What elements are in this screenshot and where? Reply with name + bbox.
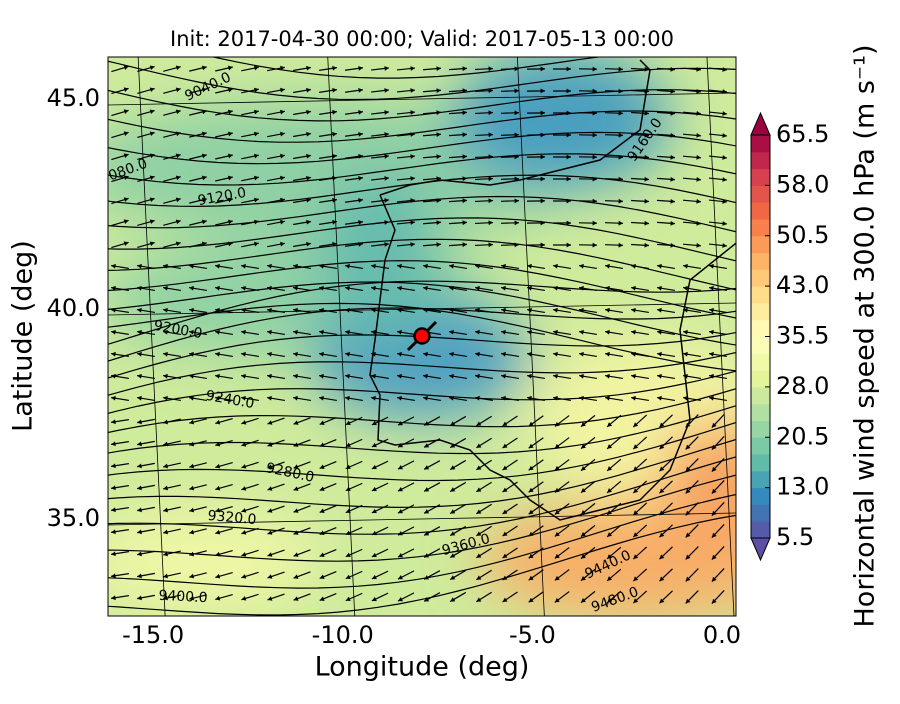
colorbar-tick-label: 5.5 <box>776 523 814 551</box>
x-tick-label: -10.0 <box>312 621 374 649</box>
colorbar-tick-label: 35.5 <box>776 322 829 350</box>
colorbar-band <box>751 437 770 454</box>
colorbar-tick-label: 43.0 <box>776 271 829 299</box>
x-axis-label: Longitude (deg) <box>315 652 530 683</box>
colorbar-band <box>751 303 770 320</box>
colorbar-extend-top <box>751 113 770 135</box>
colorbar-label: Horizontal wind speed at 300.0 hPa (m s⁻… <box>850 44 881 627</box>
y-tick-label: 45.0 <box>47 84 100 112</box>
colorbar-band <box>751 135 770 152</box>
colorbar-band <box>751 521 770 538</box>
colorbar-band <box>751 488 770 505</box>
colorbar-band <box>751 286 770 303</box>
x-tick-label: -5.0 <box>509 621 556 649</box>
x-tick-label: 0.0 <box>703 621 741 649</box>
y-axis-label: Latitude (deg) <box>8 240 39 432</box>
colorbar-band <box>751 253 770 270</box>
colorbar-band <box>751 337 770 354</box>
station-marker <box>415 329 430 344</box>
colorbar-tick-label: 50.5 <box>776 221 829 249</box>
colorbar-band <box>751 454 770 471</box>
colorbar-tick-label: 58.0 <box>776 170 829 198</box>
colorbar-band <box>751 504 770 521</box>
colorbar-band <box>751 169 770 186</box>
colorbar-band <box>751 353 770 370</box>
colorbar-tick-label: 65.5 <box>776 120 829 148</box>
colorbar-band <box>751 202 770 219</box>
colorbar-band <box>751 236 770 253</box>
colorbar-extend-bottom <box>751 538 770 560</box>
colorbar-tick-label: 28.0 <box>776 372 829 400</box>
y-tick-label: 35.0 <box>47 504 100 532</box>
colorbar-band <box>751 471 770 488</box>
y-tick-label: 40.0 <box>47 294 100 322</box>
colorbar-band <box>751 370 770 387</box>
colorbar-band <box>751 152 770 169</box>
colorbar-tick-label: 13.0 <box>776 473 829 501</box>
colorbar-tick-label: 20.5 <box>776 422 829 450</box>
colorbar-band <box>751 320 770 337</box>
contour-label: 9400.0 <box>158 588 208 607</box>
colorbar-band <box>751 219 770 236</box>
colorbar-band <box>751 404 770 421</box>
colorbar-band <box>751 420 770 437</box>
colorbar-band <box>751 269 770 286</box>
colorbar-band <box>751 185 770 202</box>
x-tick-label: -15.0 <box>122 621 184 649</box>
chart-title: Init: 2017-04-30 00:00; Valid: 2017-05-1… <box>170 27 674 51</box>
colorbar-band <box>751 387 770 404</box>
